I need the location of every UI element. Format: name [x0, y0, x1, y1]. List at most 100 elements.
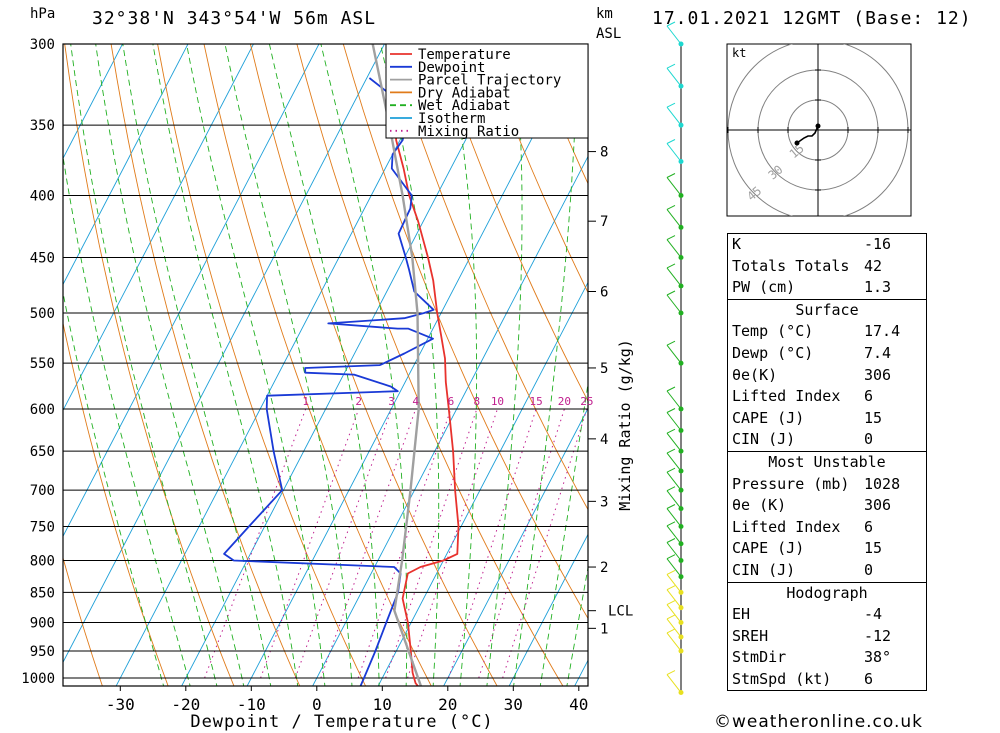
mixing-ratio-line	[385, 408, 478, 679]
most-unstable-row: Pressure (mb) 1028	[728, 474, 926, 496]
hodograph-stat-value: -12	[864, 626, 892, 645]
pressure-label: 1000	[21, 671, 55, 687]
wind-barb	[666, 618, 682, 638]
wind-barb	[666, 452, 682, 472]
legend-entry: Dewpoint	[418, 60, 485, 76]
pressure-label: 550	[30, 356, 55, 372]
mixing-ratio-line	[357, 408, 452, 679]
mixing-ratio-label: 6	[448, 395, 455, 408]
wind-barb	[666, 294, 682, 314]
wind-dot	[678, 283, 684, 289]
wind-barb	[666, 67, 682, 87]
wind-barb	[666, 508, 682, 527]
legend-box	[385, 43, 589, 139]
x-tick-label: 20	[438, 695, 457, 714]
surface-label: Lifted Index	[732, 387, 841, 406]
wet-adiabat-line	[186, 44, 326, 686]
wind-dot	[678, 83, 684, 89]
surface-label: CIN (J)	[732, 430, 796, 449]
most-unstable-label: Lifted Index	[732, 517, 841, 536]
hodograph-stats-box: Hodograph EH -4 SREH -12 StmDir 38° StmSpd (kt…	[727, 582, 927, 692]
index-label: PW (cm)	[732, 278, 796, 297]
surface-value: 7.4	[864, 343, 892, 362]
mixing-ratio-label: 20	[558, 395, 571, 408]
wind-barb	[666, 106, 682, 126]
index-label: K	[732, 235, 742, 253]
legend-entry: Wet Adiabat	[418, 98, 511, 114]
pressure-label: 800	[30, 553, 55, 569]
most-unstable-value: 1028	[864, 474, 901, 493]
isotherm-line	[63, 44, 254, 412]
pressure-unit-label: hPa	[30, 6, 56, 22]
wind-barb-feather	[666, 569, 676, 575]
surface-box: Surface Temp (°C) 17.4 Dewp (°C) 7.4 θe(K) 30…	[727, 299, 927, 452]
isotherm-line	[312, 155, 588, 686]
pressure-label: 600	[30, 402, 55, 418]
isotherm-line	[377, 281, 588, 686]
dry-adiabat-line	[63, 321, 169, 686]
wind-barb	[666, 490, 682, 509]
dry-adiabat-line	[64, 44, 235, 686]
most-unstable-label: CAPE (J)	[732, 539, 805, 558]
wet-adiabat-line	[95, 44, 245, 686]
wind-barb-feather	[666, 290, 676, 296]
pressure-label: 900	[30, 616, 55, 632]
height-ref-label: ASL	[596, 26, 622, 42]
wind-dot	[678, 192, 684, 198]
wet-adiabat-line	[486, 44, 523, 686]
surface-label: Dewp (°C)	[732, 343, 814, 362]
surface-title: Surface	[795, 300, 859, 319]
legend-entry: Temperature	[418, 47, 511, 63]
dry-adiabat-line	[203, 44, 432, 686]
dry-adiabat-line	[993, 44, 1000, 709]
index-row: K -16	[728, 234, 926, 256]
surface-label: Temp (°C)	[732, 322, 814, 341]
isotherm-line	[63, 44, 123, 160]
sounding-datetime: 17.01.2021 12GMT (Base: 12)	[652, 8, 972, 29]
pressure-label: 750	[30, 520, 55, 536]
series-parcel-trajectory	[371, 44, 423, 686]
wind-barb-feather	[666, 521, 676, 527]
wind-barb	[666, 574, 682, 593]
wind-dot	[678, 589, 684, 595]
isotherm-line	[63, 44, 189, 286]
wet-adiabat-line	[320, 44, 408, 686]
legend-entry: Isotherm	[418, 111, 485, 127]
mixing-ratio-label: 1	[302, 395, 309, 408]
wind-dot	[678, 310, 684, 316]
wind-barb-feather	[666, 408, 676, 413]
surface-value: 6	[864, 387, 874, 406]
x-axis-label: Dewpoint / Temperature (°C)	[190, 712, 493, 732]
wet-adiabat-line	[63, 154, 191, 686]
wind-dot	[678, 690, 684, 696]
wet-adiabat-line	[152, 44, 299, 686]
hodograph-stat-row: SREH -12	[728, 626, 926, 648]
wet-adiabat-line	[513, 44, 578, 686]
wind-barb-feather	[666, 386, 676, 392]
pressure-label: 700	[30, 483, 55, 499]
pressure-label: 300	[30, 37, 55, 53]
wind-barb-feather	[666, 486, 676, 492]
dry-adiabat-line	[482, 44, 588, 294]
dry-adiabat-line	[435, 44, 588, 403]
most-unstable-row: Lifted Index 6	[728, 517, 926, 539]
wet-adiabat-line	[63, 290, 165, 686]
wind-dot	[678, 224, 684, 230]
isotherm-line	[0, 26, 1, 709]
wind-dot	[678, 360, 684, 366]
wind-dot	[678, 122, 684, 128]
wind-barb	[666, 412, 682, 431]
wind-barb-feather	[666, 173, 676, 178]
wind-barb	[666, 390, 682, 410]
wind-barb-feather	[666, 63, 676, 69]
indices-panel: K -16 Totals Totals 42 PW (cm) 1.3 Surface Te…	[727, 233, 927, 692]
wind-barb-feather	[666, 504, 676, 509]
wind-dot	[678, 541, 684, 547]
isotherm-line	[63, 44, 320, 538]
x-tick-label: -10	[237, 695, 266, 714]
wind-barb	[666, 177, 682, 196]
legend-entry: Parcel Trajectory	[418, 73, 561, 89]
mixing-ratio-label: 8	[474, 395, 481, 408]
wind-barb	[666, 674, 682, 693]
